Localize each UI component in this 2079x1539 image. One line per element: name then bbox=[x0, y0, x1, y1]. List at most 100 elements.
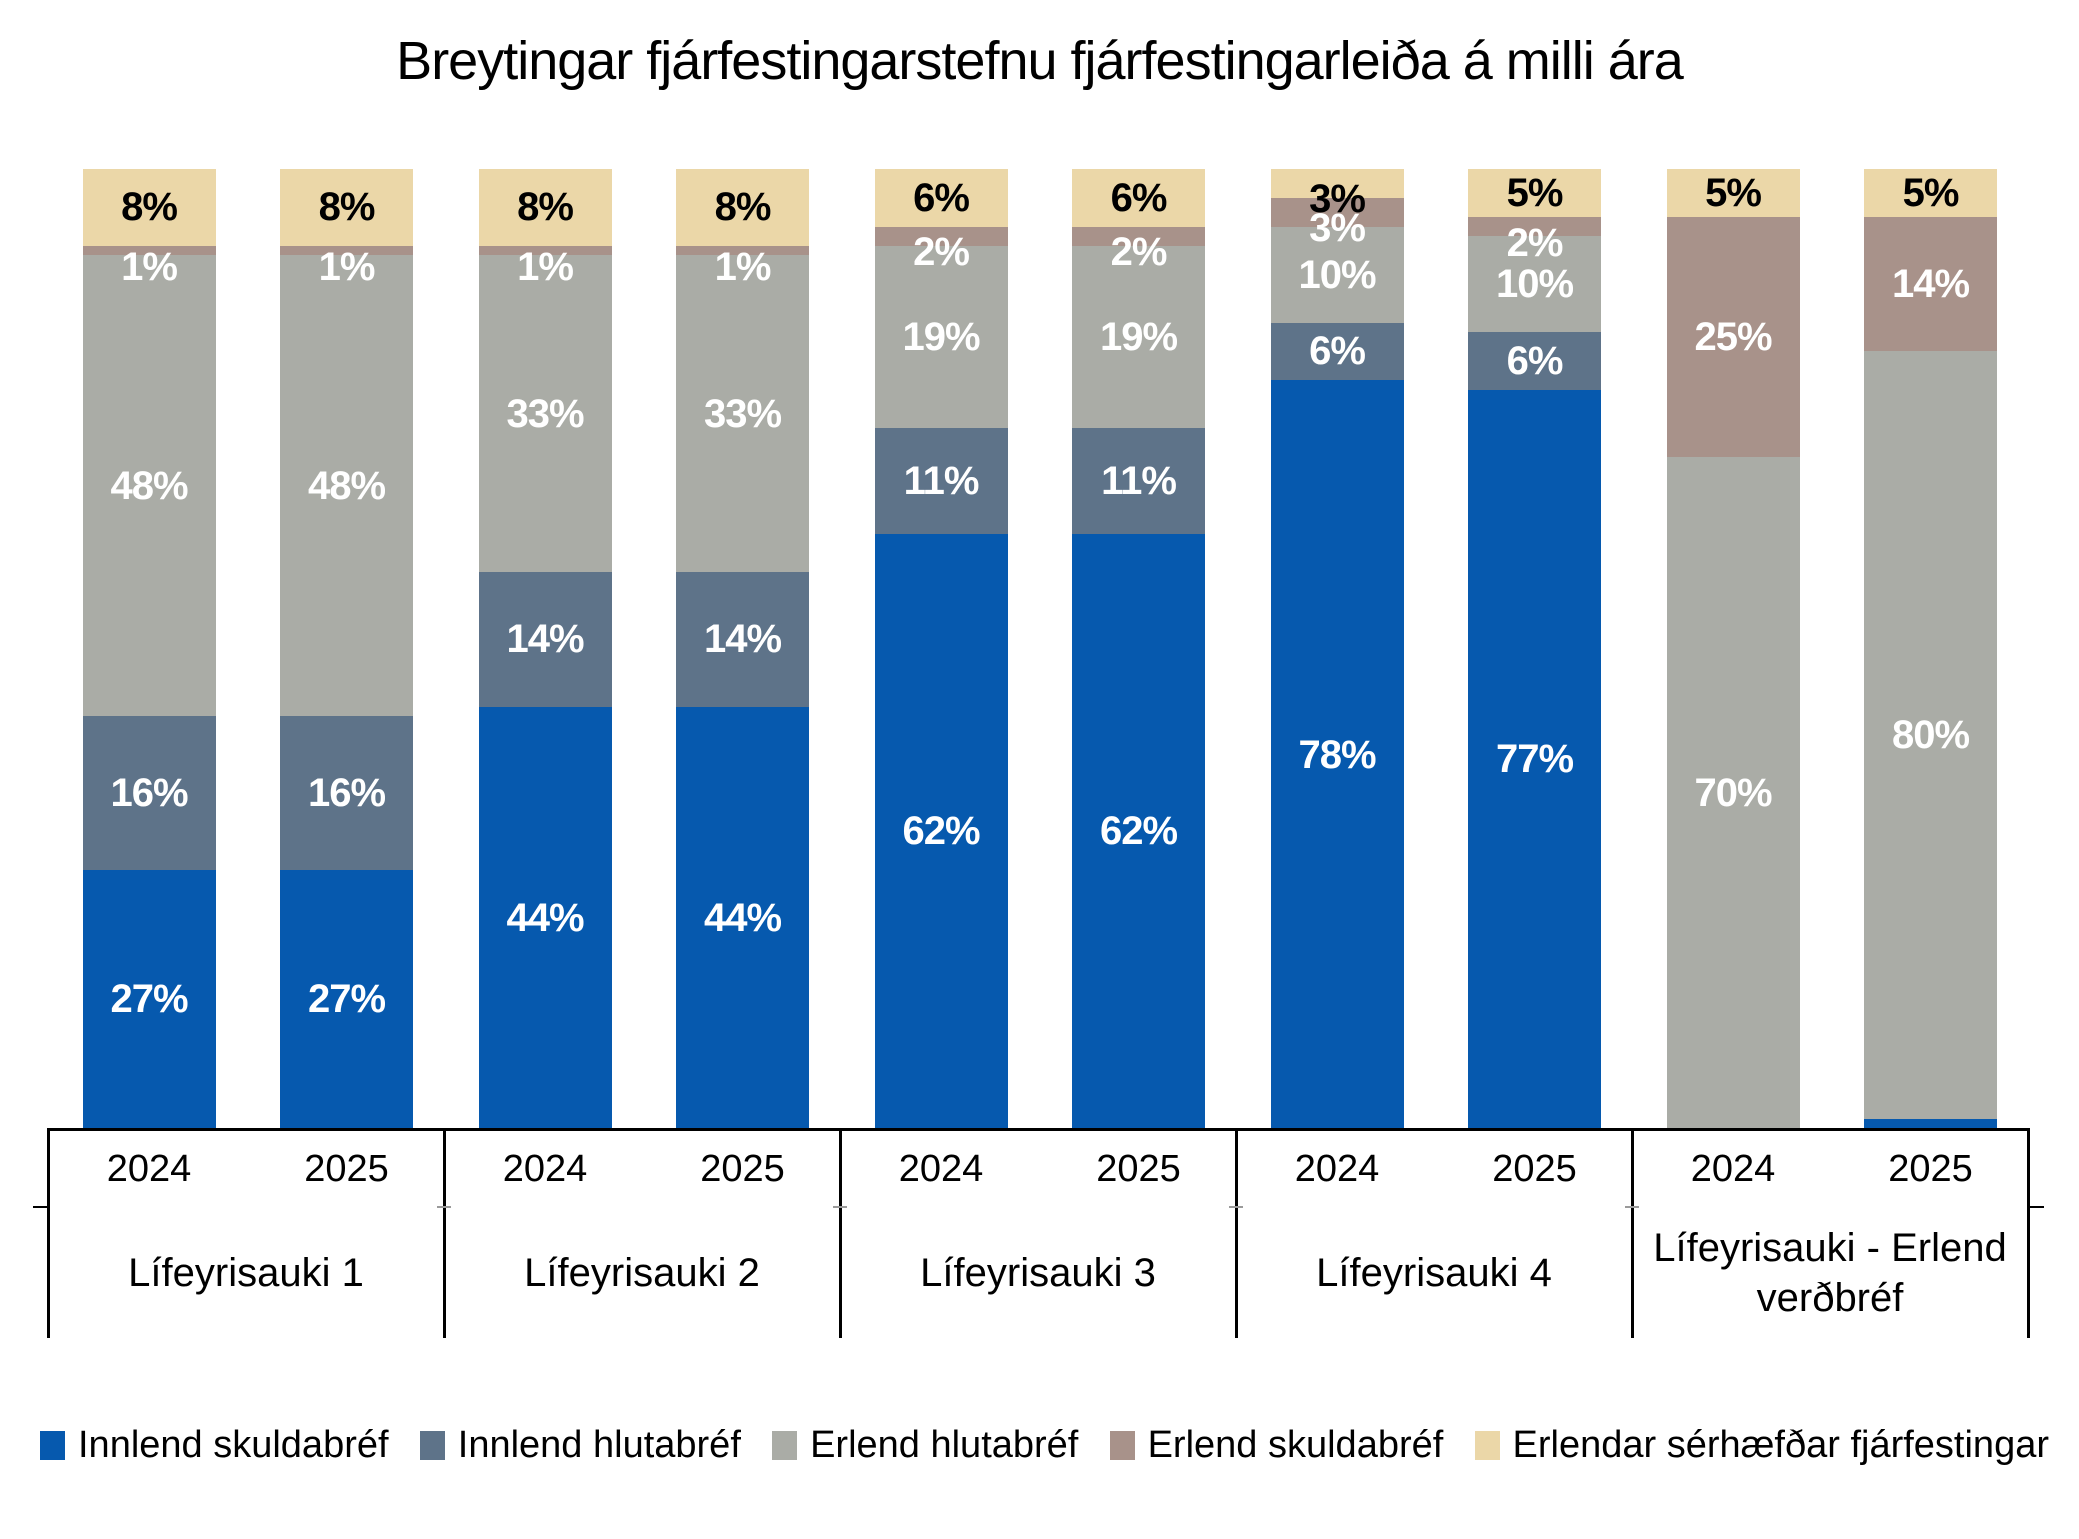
bar: 1%80%14%5% bbox=[1864, 169, 1997, 1129]
legend-label: Erlend hlutabréf bbox=[810, 1424, 1079, 1466]
bar-segment bbox=[1270, 169, 1404, 198]
innlend-hlutabref-swatch-icon bbox=[419, 1431, 445, 1460]
bar-segment bbox=[1270, 197, 1404, 227]
bar-segment bbox=[1864, 1119, 1997, 1129]
legend-item: Erlend skuldabréf bbox=[1109, 1424, 1444, 1467]
bar: 77% 6% 10% 2% 5% bbox=[1468, 169, 1601, 1129]
bar: 27% 16% 48% 1% 8% bbox=[82, 169, 216, 1129]
value-label: 80% bbox=[1891, 713, 1970, 758]
value-label: 6% bbox=[1110, 175, 1168, 220]
value-label: 70% bbox=[1694, 771, 1772, 815]
group-label: Lífeyrisauki 2 bbox=[524, 1251, 760, 1295]
group-divider bbox=[1234, 1128, 1238, 1338]
bar-segment bbox=[280, 255, 413, 717]
value-label: 27% bbox=[307, 977, 386, 1022]
bar-segment bbox=[478, 245, 612, 256]
bar: 62% 11% 19% 2% 6% bbox=[1072, 169, 1205, 1129]
legend-item: Innlend hlutabréf bbox=[419, 1424, 741, 1467]
value-label: 27% bbox=[110, 977, 188, 1022]
year-label: 2025 bbox=[304, 1148, 389, 1190]
chart-title: Breytingar fjárfestingarstefnu fjárfesti… bbox=[396, 31, 1684, 91]
bar-segment bbox=[1270, 226, 1404, 323]
legend-label: Erlendar sérhæfðar fjárfestingar bbox=[1512, 1424, 2049, 1466]
group-divider bbox=[442, 1128, 446, 1338]
bar-segment bbox=[478, 255, 612, 573]
year-label: 2025 bbox=[1096, 1148, 1181, 1190]
value-label: 10% bbox=[1495, 262, 1574, 307]
bar-segment bbox=[1864, 351, 1997, 1120]
bar-segment bbox=[676, 169, 809, 246]
value-label: 19% bbox=[902, 315, 980, 359]
value-label: 1% bbox=[318, 244, 376, 289]
axis-tick bbox=[32, 1206, 47, 1208]
erlend-skuldabref-swatch-icon bbox=[1109, 1431, 1135, 1460]
value-label: 19% bbox=[1099, 315, 1178, 359]
value-label: 14% bbox=[703, 617, 782, 662]
value-label: 1% bbox=[517, 244, 574, 289]
value-label: 48% bbox=[307, 463, 386, 508]
legend-item: Erlendar sérhæfðar fjárfestingar bbox=[1474, 1424, 2049, 1467]
legend-label: Erlend skuldabréf bbox=[1147, 1424, 1444, 1466]
value-label: 6% bbox=[913, 175, 970, 220]
value-label: 8% bbox=[121, 185, 178, 230]
erlendar-serhaefdar-swatch-icon bbox=[1474, 1431, 1500, 1460]
axis-tick bbox=[2029, 1206, 2044, 1208]
value-label: 2% bbox=[1110, 230, 1168, 275]
year-label: 2025 bbox=[1888, 1148, 1973, 1190]
bar-segment bbox=[874, 533, 1008, 1129]
bar-segment bbox=[1468, 389, 1601, 1129]
bar-segment bbox=[478, 169, 612, 246]
year-label: 2024 bbox=[502, 1148, 588, 1190]
bar-segment bbox=[1072, 428, 1205, 534]
legend-label: Innlend skuldabréf bbox=[78, 1424, 389, 1466]
value-label: 6% bbox=[1309, 329, 1366, 374]
bar-segment bbox=[874, 169, 1008, 227]
value-label: 2% bbox=[1506, 220, 1564, 265]
year-label: 2024 bbox=[1294, 1148, 1380, 1190]
bar: 62% 11% 19% 2% 6% bbox=[874, 169, 1008, 1129]
value-label: 2% bbox=[913, 230, 970, 275]
bar-segment bbox=[1072, 226, 1205, 246]
value-label: 8% bbox=[318, 185, 376, 230]
value-label: 33% bbox=[506, 391, 584, 436]
group-label: Lífeyrisauki 3 bbox=[920, 1251, 1156, 1295]
value-label: 11% bbox=[903, 459, 980, 503]
value-label: 5% bbox=[1506, 171, 1564, 215]
group-divider bbox=[1630, 1128, 1634, 1338]
value-label: 44% bbox=[506, 895, 584, 940]
value-label: 3% bbox=[1309, 206, 1366, 251]
value-label: 5% bbox=[1705, 171, 1762, 215]
bar: 44% 14% 33% 1% 8% bbox=[676, 169, 809, 1129]
bar-segment bbox=[676, 245, 809, 256]
bar-segment bbox=[280, 245, 413, 256]
legend: Innlend skuldabréf Innlend hlutabréf Erlen… bbox=[40, 1424, 2049, 1467]
group-divider bbox=[2026, 1128, 2030, 1338]
value-label: 77% bbox=[1495, 737, 1574, 782]
bar-segment bbox=[1270, 380, 1404, 1129]
value-label: 78% bbox=[1298, 732, 1376, 777]
bar-segment bbox=[280, 716, 413, 870]
bar-segment bbox=[82, 716, 216, 870]
bar-segment bbox=[874, 245, 1008, 429]
value-label: 6% bbox=[1506, 339, 1564, 383]
group-label: Lífeyrisauki - Erlend verðbréf bbox=[1653, 1226, 2007, 1320]
value-label: 11% bbox=[1101, 459, 1177, 503]
bar-segment bbox=[1072, 533, 1205, 1129]
value-label: 14% bbox=[506, 617, 584, 662]
bar-segment bbox=[280, 169, 413, 246]
legend-item: Innlend skuldabréf bbox=[40, 1424, 389, 1467]
value-label: 3% bbox=[1309, 177, 1366, 222]
value-label: 48% bbox=[110, 463, 188, 508]
year-label: 2024 bbox=[898, 1148, 984, 1190]
bar-segment bbox=[676, 706, 809, 1129]
bar-segment bbox=[1468, 236, 1601, 333]
year-label: 2024 bbox=[1690, 1148, 1776, 1190]
axis-tick bbox=[437, 1206, 451, 1208]
bar-segment bbox=[1072, 169, 1205, 227]
bar-segment bbox=[1468, 217, 1601, 237]
bar-segment bbox=[874, 428, 1008, 534]
bar-segment bbox=[1666, 457, 1800, 1129]
bar-segment bbox=[82, 245, 216, 256]
year-label: 2025 bbox=[1492, 1148, 1577, 1190]
